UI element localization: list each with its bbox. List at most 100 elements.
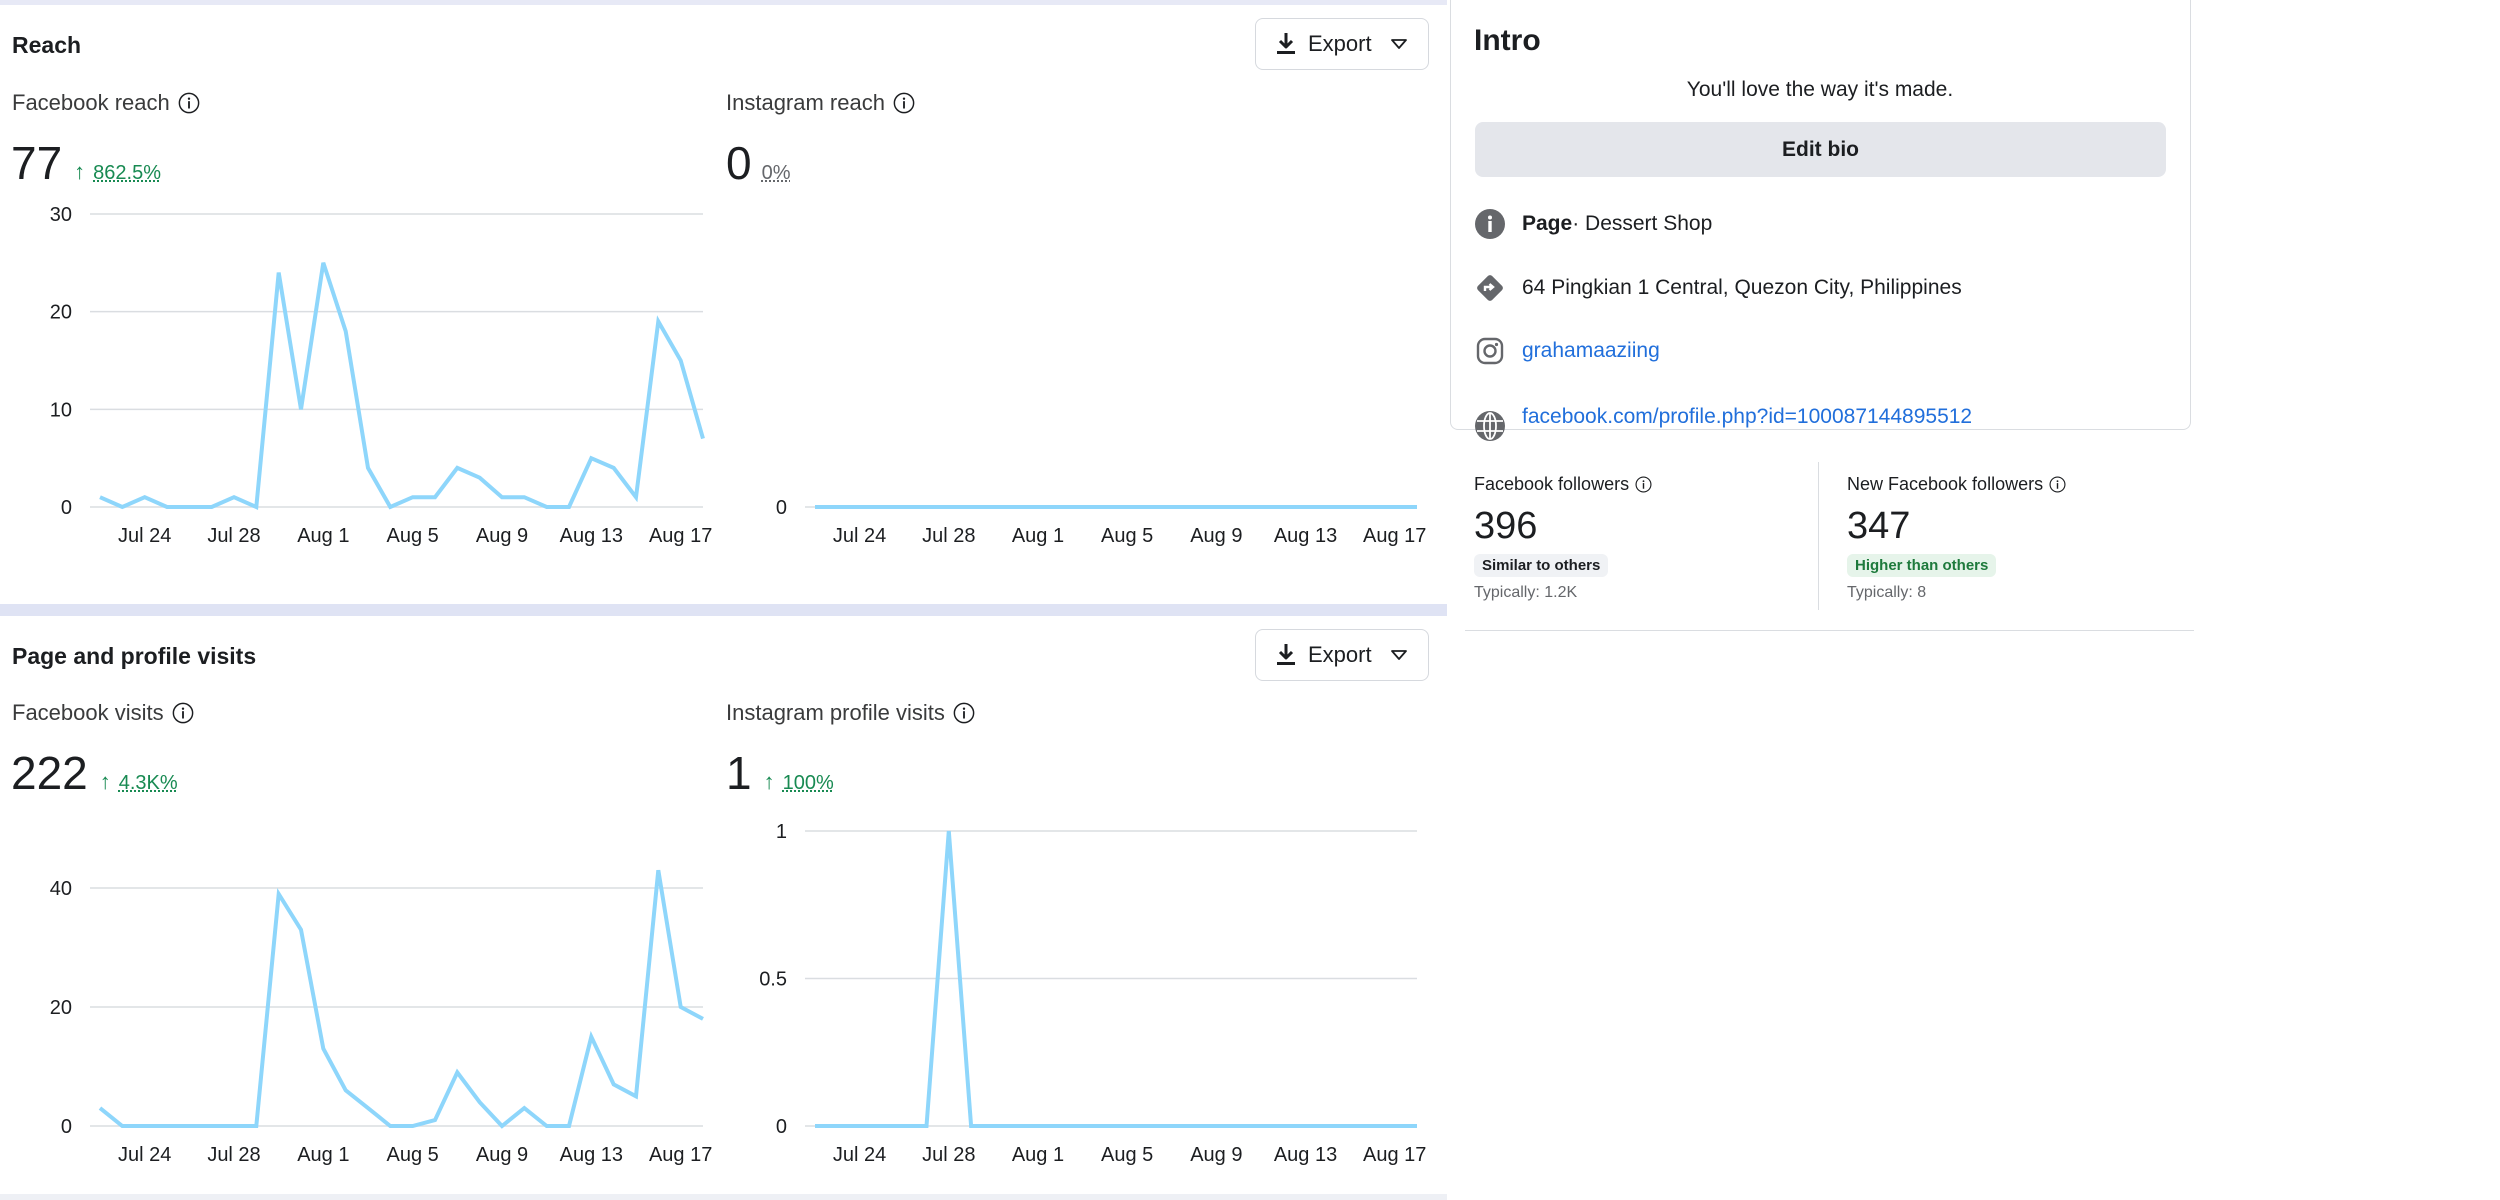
arrow-up-icon: ↑ [763,769,775,794]
x-tick-label: Aug 1 [297,1144,349,1166]
info-circle-icon [1475,209,1505,239]
x-tick-label: Aug 17 [1363,525,1426,547]
y-tick-label: 10 [50,399,72,421]
x-tick-label: Jul 28 [207,525,260,547]
facebook-visits-chart[interactable]: 0 20 40 Jul 24 Jul 28 Aug 1 Aug 5 Aug 9 Aug 13 Au… [0,800,720,1170]
instagram-reach-change-pct: 0% [761,162,791,184]
caret-down-icon [1390,38,1408,50]
series-line[interactable] [98,869,704,1129]
page-category: · Dessert Shop [1572,212,1713,235]
x-tick-label: Jul 28 [922,1144,975,1166]
profile-url-link[interactable]: facebook.com/profile.php?id=100087144895… [1522,405,1973,428]
info-icon[interactable] [172,702,194,724]
x-tick-label: Aug 13 [560,1144,623,1166]
facebook-reach-change[interactable]: ↑ 862.5% [74,159,161,185]
x-tick-label: Aug 13 [1274,525,1337,547]
directions-icon [1477,275,1503,301]
x-tick-label: Jul 28 [207,1144,260,1166]
x-tick-label: Aug 1 [1012,525,1064,547]
info-icon[interactable] [2049,476,2066,493]
info-icon[interactable] [1635,476,1652,493]
facebook-visits-label: Facebook visits [12,700,194,726]
visits-export-button[interactable]: Export [1255,629,1429,681]
instagram-reach-chart[interactable]: 0 Jul 24 Jul 28 Aug 1 Aug 5 Aug 9 Aug 13 Aug 17 [720,200,1450,550]
edit-bio-button[interactable]: Edit bio [1475,122,2166,177]
instagram-row: grahamaaziing [1474,335,1660,367]
facebook-followers-value: 396 [1474,505,1538,547]
y-tick-label: 0 [61,1116,72,1138]
facebook-reach-label-text: Facebook reach [12,90,170,115]
instagram-reach-label: Instagram reach [726,90,915,116]
instagram-reach-change[interactable]: 0% [762,162,791,185]
instagram-visits-chart[interactable]: 0 0.5 1 Jul 24 Jul 28 Aug 1 Aug 5 Aug 9 Aug 13 Au… [720,800,1450,1170]
new-facebook-followers-typical: Typically: 8 [1847,584,1927,601]
series-line[interactable] [99,262,705,510]
x-tick-label: Jul 24 [833,525,886,547]
download-icon [1274,31,1298,57]
download-icon [1274,642,1298,668]
page-type-label: Page [1522,212,1573,235]
x-tick-label: Aug 13 [1274,1144,1337,1166]
reach-export-button[interactable]: Export [1255,18,1429,70]
x-tick-label: Aug 5 [1101,525,1153,547]
top-border [0,0,1447,5]
instagram-reach-value: 0 0% [726,136,791,190]
facebook-visits-change[interactable]: ↑ 4.3K% [100,769,178,795]
address-text: 64 Pingkian 1 Central, Quezon City, Phil… [1522,276,1962,299]
new-facebook-followers-badge: Higher than others [1847,554,1997,577]
export-label: Export [1308,31,1372,56]
facebook-visits-value: 222 ↑ 4.3K% [11,746,178,800]
globe-icon [1475,411,1505,441]
x-tick-label: Jul 24 [833,1144,886,1166]
facebook-reach-label: Facebook reach [12,90,200,116]
x-tick-label: Jul 28 [922,525,975,547]
x-tick-label: Aug 5 [387,525,439,547]
info-icon[interactable] [953,702,975,724]
y-tick-label: 20 [50,997,72,1019]
y-tick-label: 0 [61,497,72,519]
instagram-icon [1476,337,1504,365]
facebook-visits-label-text: Facebook visits [12,700,164,725]
stats-bottom-divider [1465,630,2194,631]
y-tick-label: 40 [50,878,72,900]
instagram-visits-label: Instagram profile visits [726,700,975,726]
instagram-reach-label-text: Instagram reach [726,90,885,115]
x-tick-label: Aug 9 [476,1144,528,1166]
facebook-reach-number: 77 [11,137,63,189]
x-tick-label: Aug 1 [297,525,349,547]
x-tick-label: Aug 17 [649,1144,712,1166]
info-icon[interactable] [893,92,915,114]
instagram-visits-value: 1 ↑ 100% [726,746,834,800]
y-tick-label: 1 [776,821,787,843]
instagram-visits-change-pct: 100% [782,772,834,794]
x-tick-label: Aug 1 [1012,1144,1064,1166]
arrow-up-icon: ↑ [74,159,86,184]
x-tick-label: Aug 9 [1190,525,1242,547]
section-divider [0,604,1447,616]
x-tick-label: Jul 24 [118,525,171,547]
website-row: facebook.com/profile.php?id=100087144895… [1474,392,1972,442]
intro-title: Intro [1474,24,1541,57]
intro-bio: You'll love the way it's made. [1686,78,1954,101]
instagram-visits-number: 1 [726,747,752,799]
series-line[interactable] [815,830,1417,1128]
x-tick-label: Aug 9 [476,525,528,547]
stat-divider [1818,462,1819,610]
x-tick-label: Aug 13 [560,525,623,547]
y-tick-label: 30 [50,204,72,226]
facebook-visits-number: 222 [11,747,88,799]
x-tick-label: Jul 24 [118,1144,171,1166]
new-facebook-followers-value: 347 [1847,505,1911,547]
instagram-visits-change[interactable]: ↑ 100% [764,769,834,795]
facebook-reach-chart[interactable]: 0 10 20 30 Jul 24 Jul 28 Aug 1 Aug 5 Aug 9 Aug 13… [0,200,720,550]
export-label: Export [1308,642,1372,667]
info-icon[interactable] [178,92,200,114]
facebook-reach-value: 77 ↑ 862.5% [11,136,161,190]
y-tick-label: 0.5 [759,969,787,991]
arrow-up-icon: ↑ [99,769,111,794]
y-tick-label: 0 [776,1116,787,1138]
x-tick-label: Aug 17 [649,525,712,547]
page-category-row: Page · Dessert Shop [1474,208,1712,240]
instagram-link[interactable]: grahamaaziing [1522,339,1660,362]
intro-card [1450,0,2191,430]
